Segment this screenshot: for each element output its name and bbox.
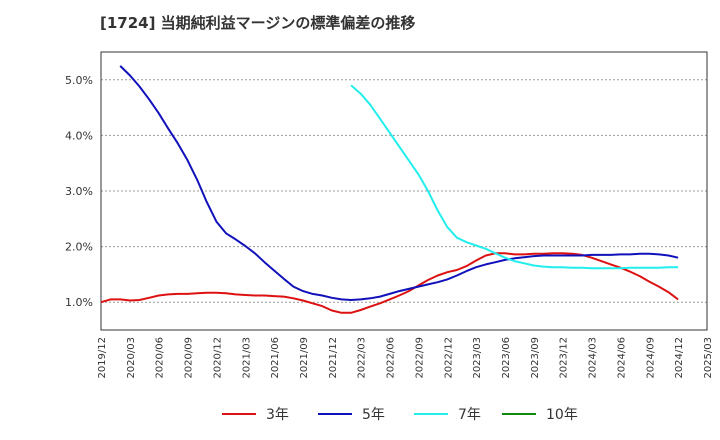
y-tick-label: 5.0% [65, 74, 93, 87]
y-tick-label: 1.0% [65, 296, 93, 309]
x-tick-label: 2023/06 [501, 337, 512, 379]
x-tick-label: 2024/12 [674, 337, 685, 379]
y-tick-label: 2.0% [65, 241, 93, 254]
legend-item: 5年 [318, 402, 385, 426]
x-tick-label: 2022/06 [386, 337, 397, 379]
series-line-7年 [350, 84, 679, 270]
x-tick-label: 2022/03 [357, 337, 368, 379]
x-tick-label: 2020/09 [184, 337, 195, 379]
legend-label: 5年 [362, 407, 385, 423]
x-tick-label: 2024/09 [645, 337, 656, 379]
x-axis: 2019/12 2020/03 2020/06 2020/09 2020/12 2021/… [97, 337, 714, 379]
x-tick-label: 2021/06 [270, 337, 281, 379]
legend-swatch [318, 413, 352, 415]
series-lines [100, 65, 679, 314]
x-tick-label: 2023/03 [472, 337, 483, 379]
legend-swatch [414, 413, 448, 415]
plot-area [100, 51, 708, 331]
series-line-5年 [119, 65, 679, 301]
legend: 3年 5年 7年 10年 [0, 402, 720, 428]
x-tick-label: 2023/12 [559, 337, 570, 379]
legend-label: 10年 [546, 407, 578, 423]
x-tick-label: 2021/12 [328, 337, 339, 379]
x-tick-label: 2025/03 [703, 337, 714, 379]
chart-title: [1724] 当期純利益マージンの標準偏差の推移 [100, 14, 416, 32]
legend-swatch [222, 413, 256, 415]
legend-swatch [502, 413, 536, 415]
x-tick-label: 2021/09 [299, 337, 310, 379]
x-tick-label: 2024/03 [588, 337, 599, 379]
x-tick-label: 2023/09 [530, 337, 541, 379]
y-tick-label: 4.0% [65, 129, 93, 142]
x-tick-label: 2019/12 [97, 337, 108, 379]
legend-item: 10年 [502, 402, 578, 426]
series-line-3年 [100, 252, 679, 314]
x-tick-label: 2024/06 [616, 337, 627, 379]
legend-label: 7年 [458, 407, 481, 423]
legend-label: 3年 [266, 407, 289, 423]
x-tick-label: 2022/09 [414, 337, 425, 379]
y-axis: 1.0% 2.0% 3.0% 4.0% 5.0% [65, 74, 93, 309]
legend-item: 7年 [414, 402, 481, 426]
x-tick-label: 2020/12 [212, 337, 223, 379]
x-tick-label: 2020/03 [126, 337, 137, 379]
x-tick-label: 2021/03 [241, 337, 252, 379]
x-tick-label: 2022/12 [443, 337, 454, 379]
y-tick-label: 3.0% [65, 185, 93, 198]
legend-item: 3年 [222, 402, 289, 426]
x-tick-label: 2020/06 [155, 337, 166, 379]
